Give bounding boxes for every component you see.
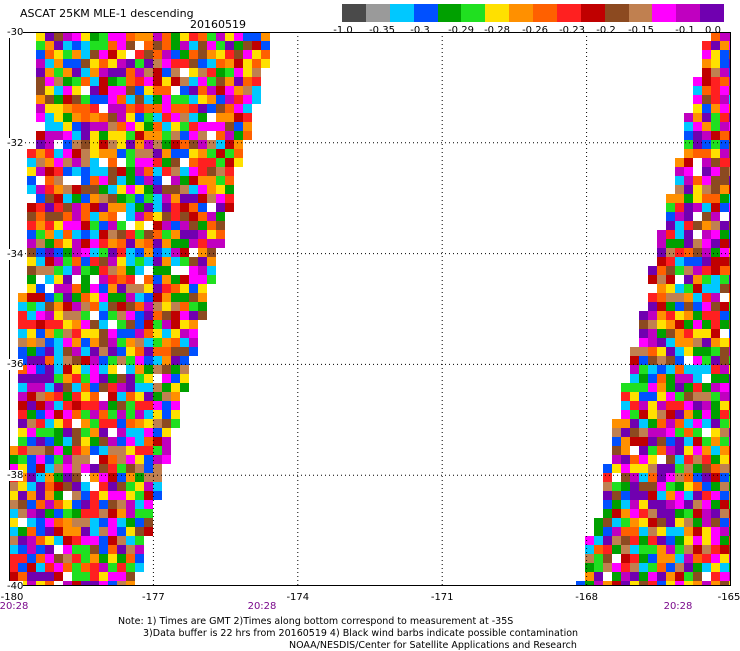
- colorbar-tick-label: -0.35: [369, 25, 395, 36]
- colorbar-segment: [700, 4, 724, 22]
- colorbar-tick-label: -0.26: [522, 25, 548, 36]
- map-date: 20160519: [190, 18, 246, 31]
- plot-frame: [9, 32, 731, 586]
- colorbar-segment: [389, 4, 414, 22]
- map-plot: [9, 32, 731, 586]
- colorbar-tick-label: -0.28: [484, 25, 510, 36]
- colorbar-segment: [580, 4, 605, 22]
- latitude-tick-label: -40: [7, 581, 24, 592]
- grid-layer: [9, 32, 731, 586]
- colorbar-segment: [604, 4, 629, 22]
- colorbar: [342, 4, 724, 22]
- longitude-tick-label: -171: [430, 592, 454, 603]
- pass-time-label: 20:28: [0, 601, 29, 612]
- colorbar-segment: [461, 4, 486, 22]
- colorbar-tick-label: -0.1: [675, 25, 695, 36]
- longitude-tick-label: -168: [575, 592, 598, 603]
- latitude-tick-label: -30: [7, 27, 24, 38]
- longitude-tick-label: -177: [142, 592, 165, 603]
- longitude-tick-label: -180: [0, 592, 24, 603]
- colorbar-tick-label: -0.3: [410, 25, 430, 36]
- colorbar-segment: [437, 4, 462, 22]
- colorbar-segment: [533, 4, 557, 22]
- swath-1: [9, 32, 270, 586]
- colorbar-tick-label: -0.15: [628, 25, 654, 36]
- note-line-1: Note: 1) Times are GMT 2)Times along bot…: [118, 616, 514, 627]
- colorbar-segment: [628, 4, 653, 22]
- map-title: ASCAT 25KM MLE-1 descending: [20, 7, 194, 20]
- colorbar-tick-label: -0.23: [559, 25, 585, 36]
- swath-layer: [9, 32, 731, 586]
- pass-time-label: 20:28: [663, 601, 693, 612]
- colorbar-tick-label: -1.0: [333, 25, 353, 36]
- latitude-tick-label: -32: [7, 137, 24, 149]
- colorbar-segment: [342, 4, 366, 22]
- colorbar-tick-label: -0.2: [596, 25, 616, 36]
- colorbar-segment: [652, 4, 677, 22]
- colorbar-segment: [676, 4, 701, 22]
- note-line-3: NOAA/NESDIS/Center for Satellite Applica…: [289, 640, 577, 651]
- swath-2: [576, 32, 731, 586]
- colorbar-segment: [556, 4, 581, 22]
- longitude-tick-label: -174: [286, 592, 310, 603]
- latitude-tick-label: -38: [7, 470, 24, 482]
- colorbar-segment: [413, 4, 438, 22]
- colorbar-segment: [485, 4, 510, 22]
- colorbar-segment: [509, 4, 533, 22]
- latitude-tick-label: -34: [7, 248, 24, 260]
- colorbar-tick-label: -0.29: [448, 25, 474, 36]
- colorbar-tick-label: 0.0: [705, 25, 721, 36]
- latitude-tick-label: -36: [7, 359, 24, 371]
- pass-time-label: 20:28: [247, 601, 277, 612]
- colorbar-segment: [365, 4, 390, 22]
- longitude-tick-label: -165: [717, 592, 740, 603]
- note-line-2: 3)Data buffer is 22 hrs from 20160519 4)…: [143, 628, 579, 639]
